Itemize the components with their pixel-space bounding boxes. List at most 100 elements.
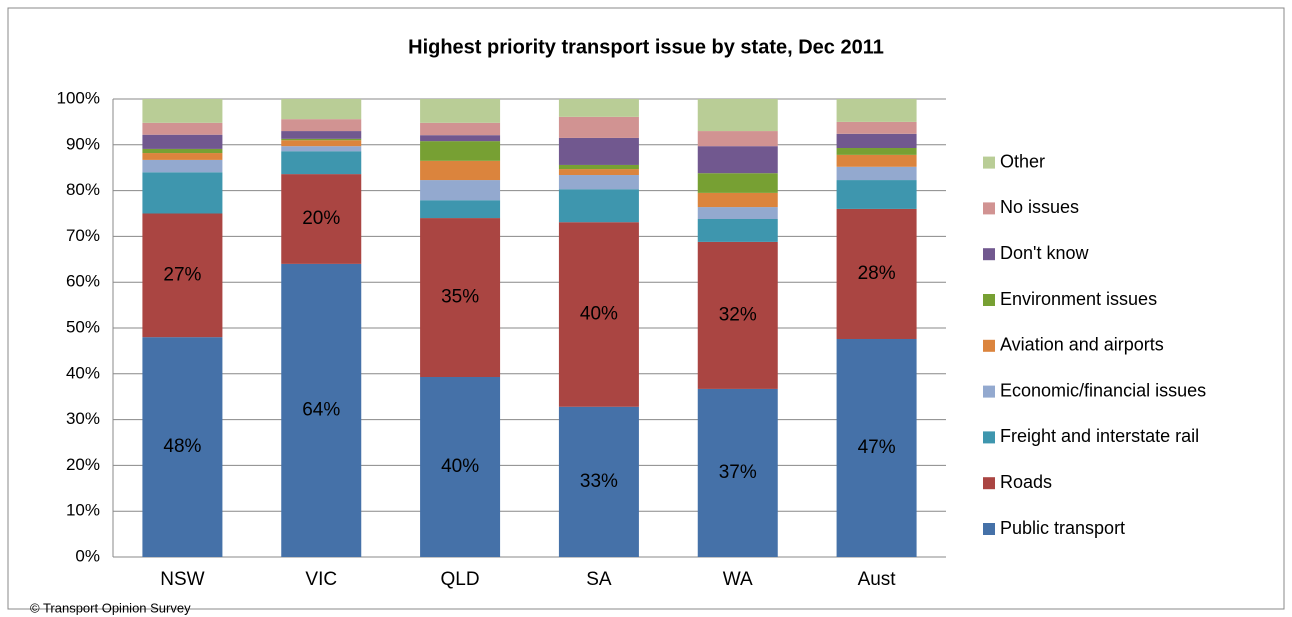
bar-segment [420, 122, 501, 136]
legend-swatch [983, 339, 995, 352]
bar-segment [836, 180, 917, 209]
bar-segment [420, 135, 501, 142]
bar-segment [281, 131, 362, 139]
bar-segment [558, 164, 639, 170]
bar-segment [142, 213, 223, 338]
data-label: 48% [163, 436, 201, 457]
bar-segment [836, 99, 917, 122]
bar-segment [697, 146, 778, 174]
bar-segment [420, 180, 501, 201]
legend-swatch [983, 477, 995, 490]
legend-swatch [983, 294, 995, 306]
bar-segment [142, 337, 223, 557]
x-tick-label: QLD [441, 569, 480, 590]
bar-segment [558, 99, 639, 117]
bar-segment [142, 172, 223, 214]
bar-segment [697, 173, 778, 193]
legend-swatch [983, 248, 995, 261]
legend-swatch [983, 202, 995, 215]
bar-segment [142, 134, 223, 149]
bar-segment [281, 151, 362, 175]
data-label: 37% [719, 462, 757, 483]
data-label: 35% [441, 287, 479, 308]
bar-segment [558, 137, 639, 165]
legend-swatch [983, 385, 995, 398]
bar-segment [142, 153, 223, 160]
bar-segment [558, 175, 639, 190]
bar-segment [420, 377, 501, 557]
bar-segment [558, 222, 639, 407]
data-label: 40% [580, 304, 618, 325]
data-label: 64% [302, 399, 340, 420]
bar-segment [836, 121, 917, 134]
bar-segment [420, 218, 501, 378]
data-label: 40% [441, 456, 479, 477]
legend-label: Environment issues [1000, 289, 1157, 309]
bar-segment [558, 169, 639, 176]
data-label: 20% [302, 208, 340, 229]
bar-segment [697, 207, 778, 219]
bar-segment [142, 122, 223, 135]
data-label: 27% [163, 264, 201, 285]
y-tick-label: 0% [75, 546, 100, 565]
bar-segment [836, 133, 917, 149]
bar-segment [697, 192, 778, 208]
bar-segment [697, 388, 778, 557]
bar-segment [558, 116, 639, 138]
y-tick-label: 40% [66, 363, 100, 382]
legend-label: Other [1000, 151, 1045, 171]
bar-segment [281, 146, 362, 152]
y-tick-label: 30% [66, 409, 100, 428]
legend-swatch [983, 523, 995, 535]
x-tick-label: SA [586, 569, 612, 590]
bar-segment [281, 140, 362, 147]
legend-label: Don't know [1000, 243, 1089, 263]
data-label: 32% [719, 304, 757, 325]
legend-swatch [983, 156, 995, 169]
bar-segment [142, 99, 223, 123]
legend-label: No issues [1000, 197, 1079, 217]
y-tick-label: 20% [66, 455, 100, 474]
footnote: © Transport Opinion Survey [30, 600, 191, 615]
y-tick-label: 100% [57, 88, 100, 107]
x-tick-label: Aust [858, 569, 897, 590]
bar-segment [697, 218, 778, 242]
x-tick-label: WA [723, 569, 753, 590]
legend-label: Roads [1000, 472, 1052, 492]
bar-segment [697, 99, 778, 132]
bar-segment [281, 138, 362, 141]
y-tick-label: 60% [66, 272, 100, 291]
data-label: 47% [858, 437, 896, 458]
bar-segment [281, 99, 362, 120]
bar-segment [420, 141, 501, 161]
bar-segment [697, 131, 778, 147]
bar-segment [142, 159, 223, 173]
x-tick-label: VIC [305, 569, 337, 590]
y-tick-label: 10% [66, 501, 100, 520]
bar-segment [558, 406, 639, 557]
legend-label: Economic/financial issues [1000, 380, 1206, 400]
bar-segment [281, 174, 362, 264]
bar-segment [420, 99, 501, 123]
legend-swatch [983, 431, 995, 444]
legend-label: Aviation and airports [1000, 335, 1164, 355]
y-tick-label: 80% [66, 180, 100, 199]
data-label: 28% [858, 263, 896, 284]
legend-label: Freight and interstate rail [1000, 426, 1199, 446]
bar-segment [836, 338, 917, 557]
bar-segment [836, 208, 917, 339]
y-tick-label: 50% [66, 317, 100, 336]
bar-segment [558, 189, 639, 223]
bar-segment [836, 166, 917, 181]
data-label: 33% [580, 471, 618, 492]
chart-title: Highest priority transport issue by stat… [408, 36, 884, 58]
bar-segment [281, 119, 362, 132]
bar-segment [281, 263, 362, 557]
bar-segment [836, 154, 917, 167]
bar-segment [697, 241, 778, 389]
bar-segment [836, 148, 917, 155]
bar-segment [420, 200, 501, 219]
y-tick-label: 90% [66, 134, 100, 153]
